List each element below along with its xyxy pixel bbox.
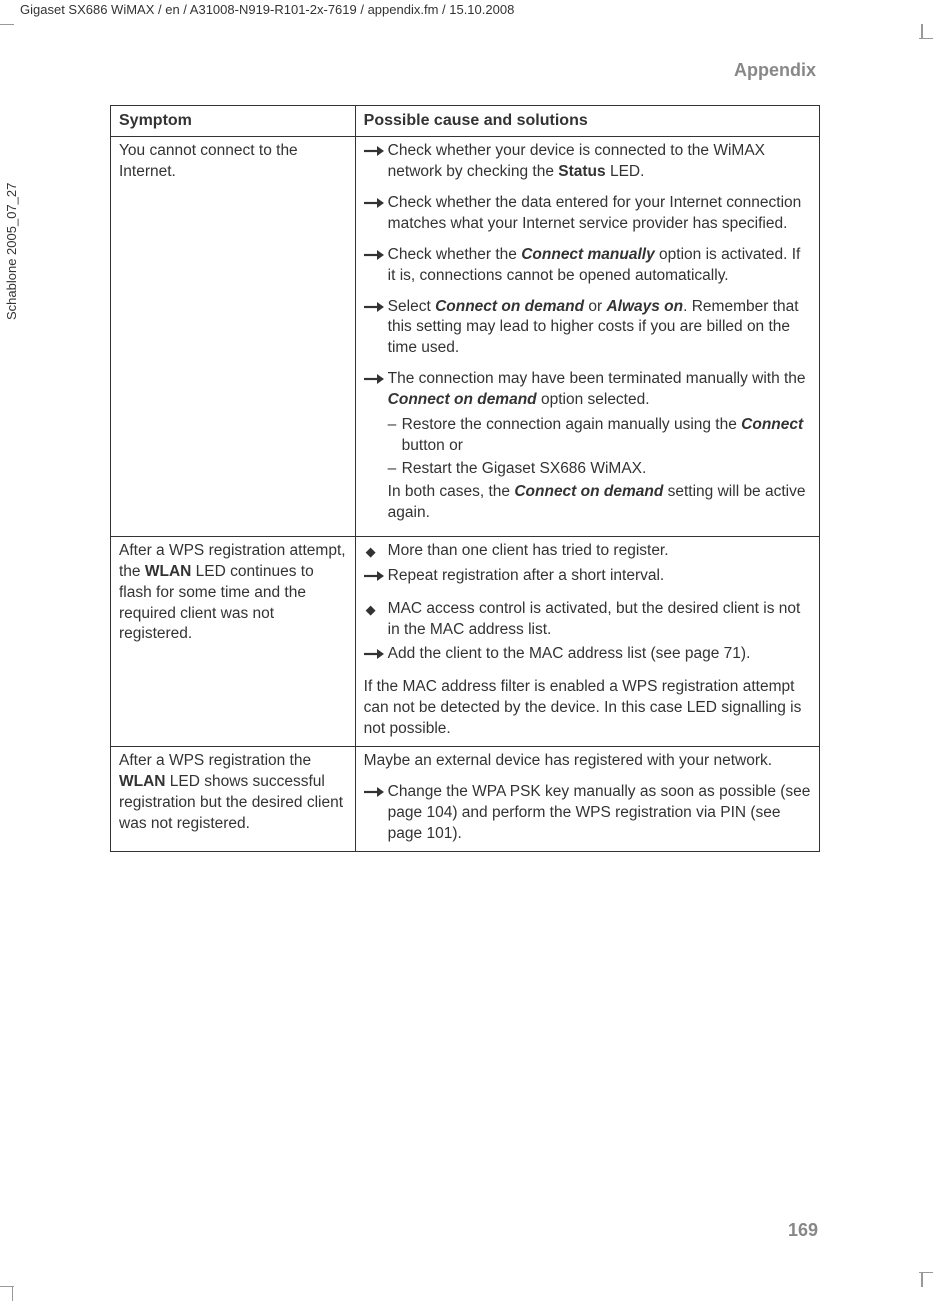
solution-item: Check whether the Connect manually optio… (364, 245, 811, 287)
solution-cell: Check whether your device is connected t… (355, 137, 819, 537)
dash-icon: – (388, 459, 402, 480)
symptom-cell: You cannot connect to the Internet. (111, 137, 356, 537)
plain-note: If the MAC address filter is enabled a W… (364, 677, 811, 740)
solution-cell: Maybe an external device has registered … (355, 747, 819, 852)
header-solution: Possible cause and solutions (355, 106, 819, 137)
solution-item: ◆ MAC access control is activated, but t… (364, 599, 811, 641)
diamond-icon: ◆ (364, 599, 388, 641)
sub-text: Restart the Gigaset SX686 WiMAX. (402, 459, 647, 480)
solution-item: Check whether the data entered for your … (364, 193, 811, 235)
document-path: Gigaset SX686 WiMAX / en / A31008-N919-R… (20, 2, 514, 17)
arrow-icon (364, 141, 388, 183)
sub-item: – Restore the connection again manually … (388, 415, 811, 457)
dash-icon: – (388, 415, 402, 457)
crop-mark (921, 24, 923, 38)
table-header-row: Symptom Possible cause and solutions (111, 106, 820, 137)
crop-mark (0, 24, 14, 25)
diamond-icon: ◆ (364, 541, 388, 562)
solution-item: The connection may have been terminated … (364, 369, 811, 411)
plain-note: In both cases, the Connect on demand set… (388, 482, 811, 524)
arrow-icon (364, 782, 388, 845)
symptom-cell: After a WPS registration the WLAN LED sh… (111, 747, 356, 852)
section-heading: Appendix (110, 60, 820, 81)
arrow-icon (364, 566, 388, 589)
template-version: Schablone 2005_07_27 (4, 183, 19, 320)
solution-item: Change the WPA PSK key manually as soon … (364, 782, 811, 845)
crop-mark (919, 1272, 933, 1273)
solution-text: Repeat registration after a short interv… (388, 566, 811, 589)
header-symptom: Symptom (111, 106, 356, 137)
arrow-icon (364, 193, 388, 235)
arrow-icon (364, 644, 388, 667)
solution-text: Select Connect on demand or Always on. R… (388, 297, 811, 360)
solution-text: Check whether the Connect manually optio… (388, 245, 811, 287)
crop-mark (921, 1273, 923, 1287)
arrow-icon (364, 245, 388, 287)
arrow-icon (364, 297, 388, 360)
crop-mark (12, 1287, 13, 1301)
solution-text: Add the client to the MAC address list (… (388, 644, 811, 667)
solution-item: ◆ More than one client has tried to regi… (364, 541, 811, 562)
arrow-icon (364, 369, 388, 411)
symptom-cell: After a WPS registration attempt, the WL… (111, 536, 356, 746)
solution-text: The connection may have been terminated … (388, 369, 811, 411)
crop-mark (919, 38, 933, 39)
solution-item: Check whether your device is connected t… (364, 141, 811, 183)
table-row: You cannot connect to the Internet. Chec… (111, 137, 820, 537)
troubleshooting-table: Symptom Possible cause and solutions You… (110, 105, 820, 852)
page-content: Appendix Symptom Possible cause and solu… (110, 60, 820, 852)
solution-item: Select Connect on demand or Always on. R… (364, 297, 811, 360)
solution-item: Repeat registration after a short interv… (364, 566, 811, 589)
sub-item: – Restart the Gigaset SX686 WiMAX. (388, 459, 811, 480)
solution-text: More than one client has tried to regist… (388, 541, 811, 562)
solution-item: Add the client to the MAC address list (… (364, 644, 811, 667)
solution-text: Change the WPA PSK key manually as soon … (388, 782, 811, 845)
table-row: After a WPS registration attempt, the WL… (111, 536, 820, 746)
solution-cell: ◆ More than one client has tried to regi… (355, 536, 819, 746)
sub-text: Restore the connection again manually us… (402, 415, 811, 457)
page-number: 169 (788, 1220, 818, 1241)
solution-text: MAC access control is activated, but the… (388, 599, 811, 641)
solution-text: Check whether the data entered for your … (388, 193, 811, 235)
table-row: After a WPS registration the WLAN LED sh… (111, 747, 820, 852)
plain-note: Maybe an external device has registered … (364, 751, 811, 772)
solution-text: Check whether your device is connected t… (388, 141, 811, 183)
